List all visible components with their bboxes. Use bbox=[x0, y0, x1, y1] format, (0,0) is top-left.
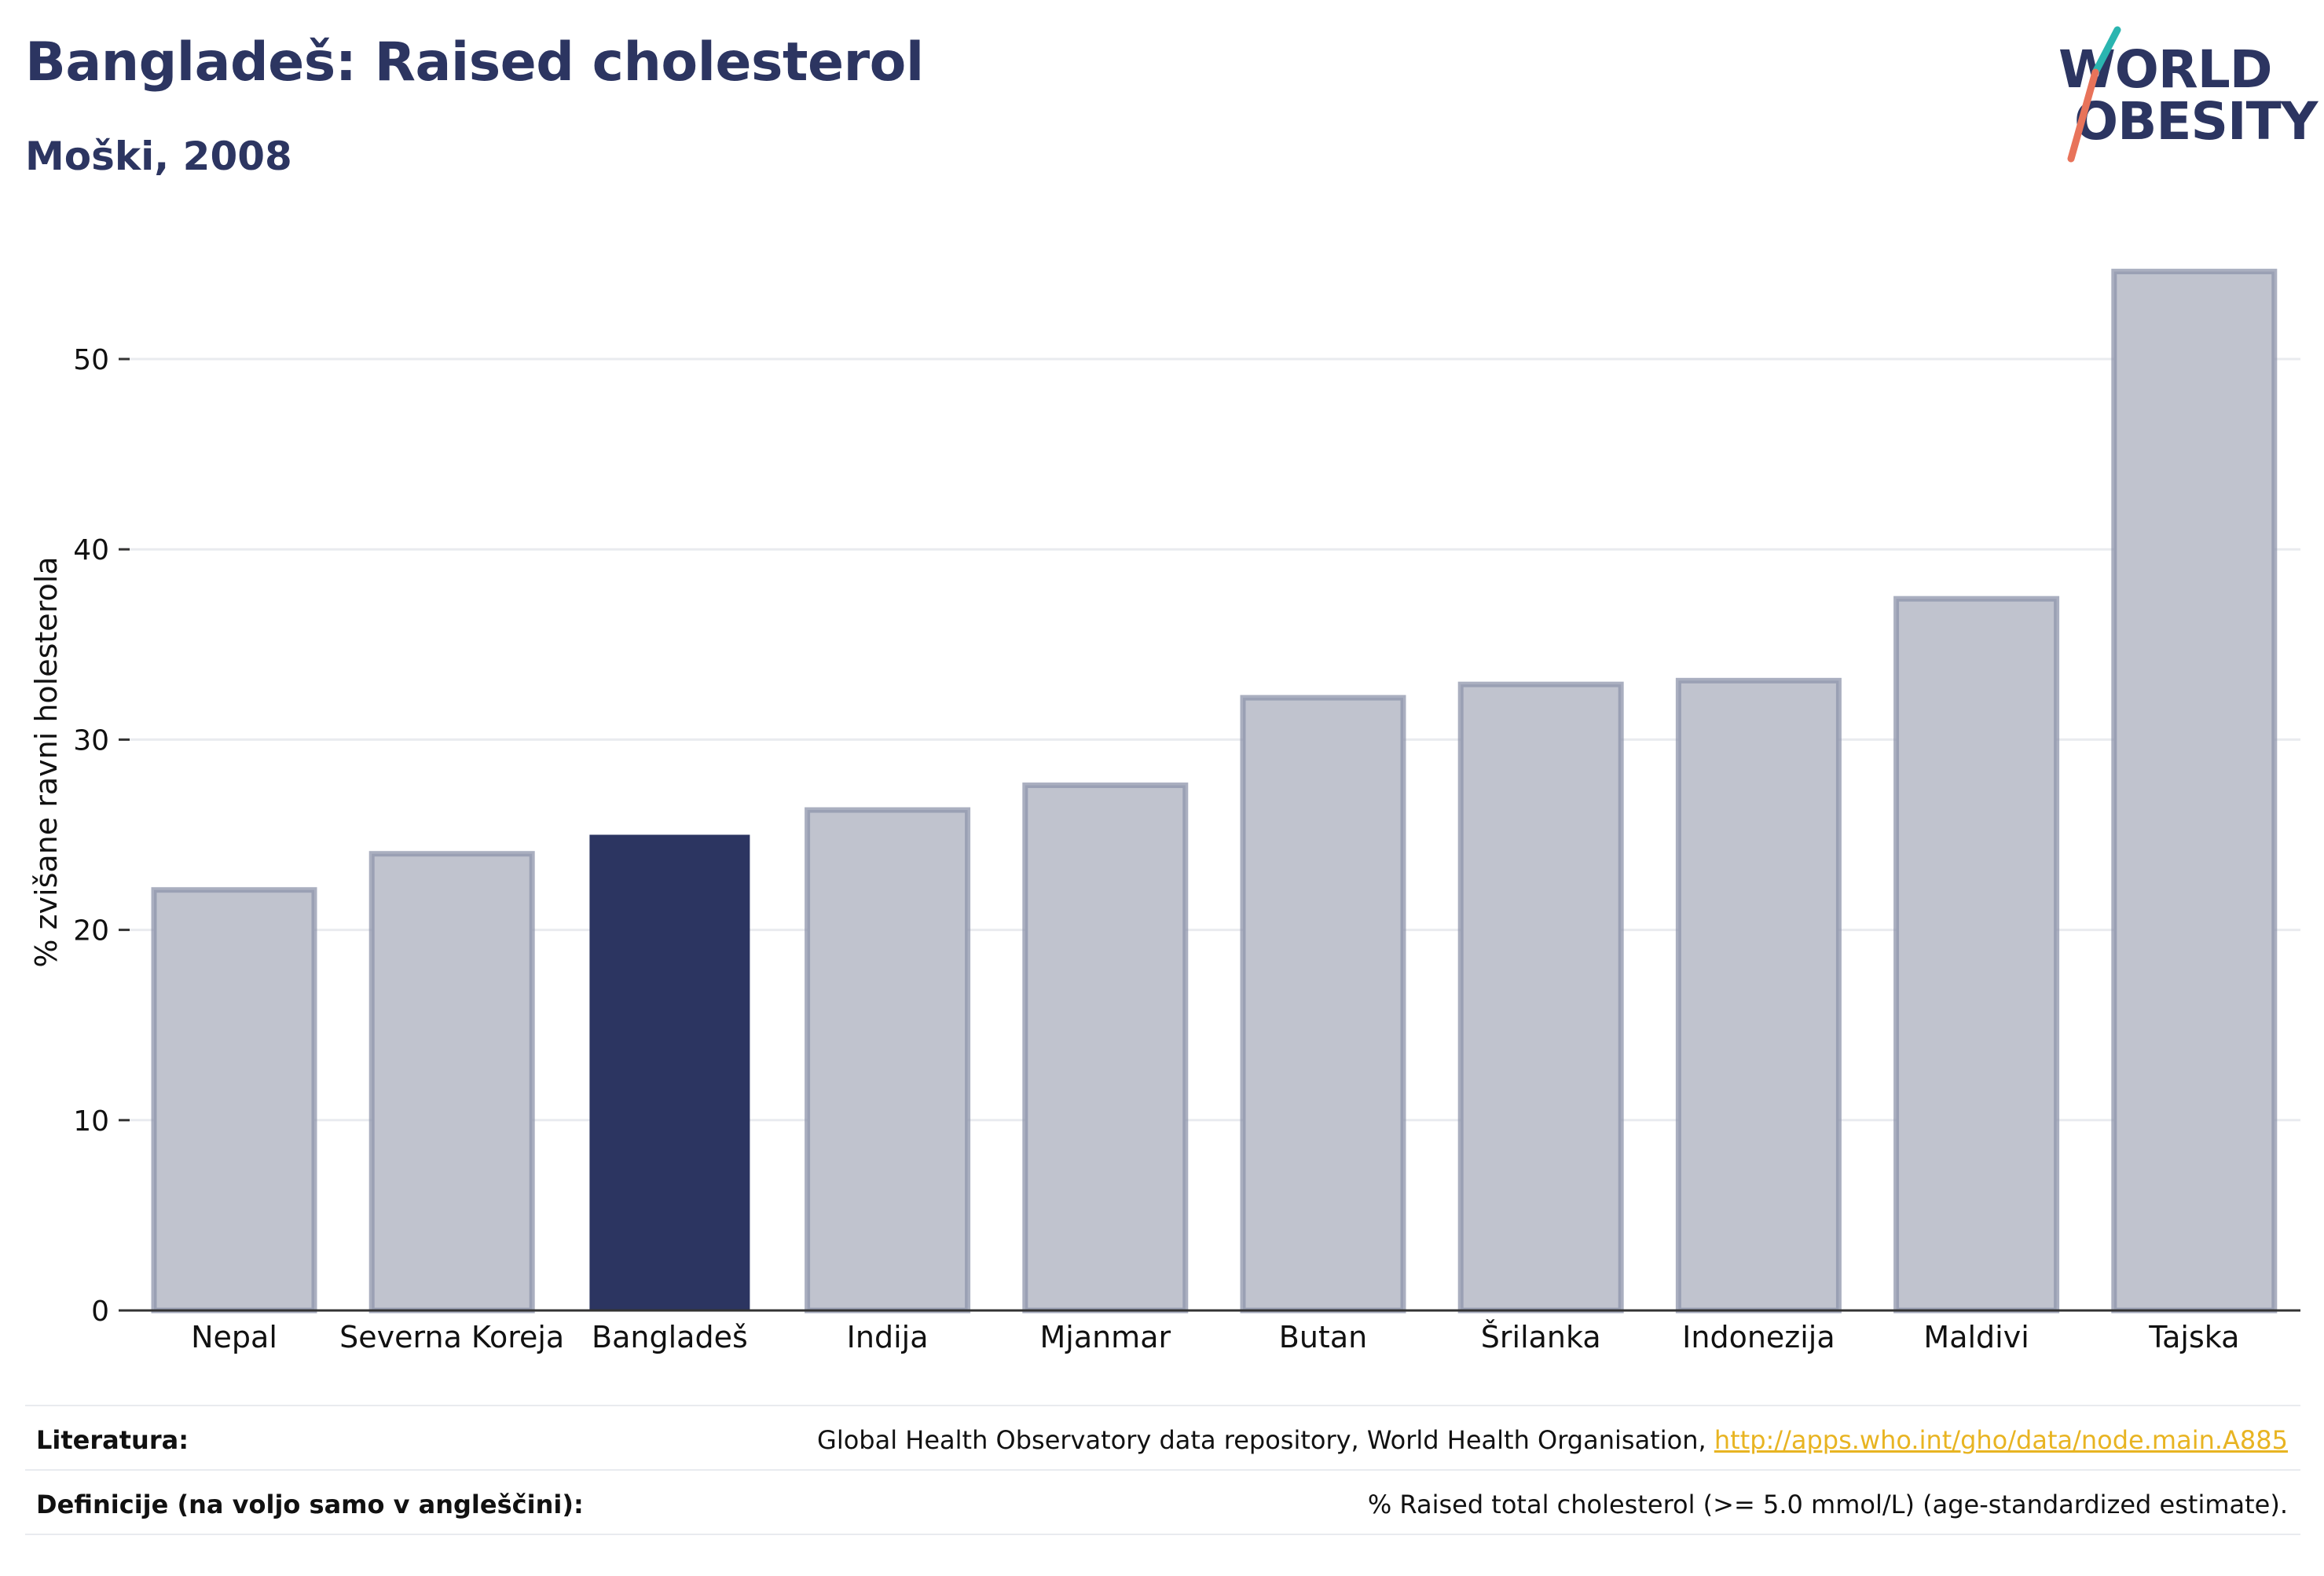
source-label: Literatura: bbox=[36, 1425, 189, 1455]
y-tick-label: 40 bbox=[73, 534, 109, 566]
x-tick-label: Severna Koreja bbox=[339, 1320, 564, 1354]
x-tick-label: Mjanmar bbox=[1039, 1320, 1171, 1354]
definition-text: % Raised total cholesterol (>= 5.0 mmol/… bbox=[1367, 1490, 2288, 1519]
x-tick-label: Šrilanka bbox=[1481, 1320, 1601, 1354]
page-subtitle: Moški, 2008 bbox=[25, 134, 292, 179]
definition-label: Definicije (na voljo samo v angleščini): bbox=[36, 1490, 584, 1519]
y-tick-label: 0 bbox=[91, 1296, 109, 1328]
y-tick-label: 30 bbox=[73, 724, 109, 757]
bar-4 bbox=[805, 807, 971, 1314]
x-tick-label: Tajska bbox=[2148, 1320, 2239, 1354]
source-description: Global Health Observatory data repositor… bbox=[817, 1425, 1714, 1455]
y-tick-label: 10 bbox=[73, 1105, 109, 1138]
axes: 0 10 20 30 40 50 Nepal Severna Koreja Bangladeš I… bbox=[73, 344, 2300, 1354]
footer-divider bbox=[25, 1534, 2300, 1535]
bar-9 bbox=[1893, 596, 2060, 1314]
x-tick-label: Indija bbox=[847, 1320, 929, 1354]
x-tick-label: Indonezija bbox=[1682, 1320, 1835, 1354]
y-tick-label: 50 bbox=[73, 344, 109, 376]
world-obesity-logo: WORLD OBESITY bbox=[2043, 24, 2318, 165]
bar-7 bbox=[1457, 681, 1624, 1314]
bars bbox=[151, 269, 2278, 1314]
x-tick-label: Nepal bbox=[191, 1320, 277, 1354]
footer-divider bbox=[25, 1405, 2300, 1406]
x-tick-label: Maldivi bbox=[1923, 1320, 2029, 1354]
y-axis-label: % zvišane ravni holesterola bbox=[29, 556, 64, 967]
logo-line-2: OBESITY bbox=[2074, 91, 2318, 152]
source-text: Global Health Observatory data repositor… bbox=[817, 1425, 2288, 1455]
page-title: Bangladeš: Raised cholesterol bbox=[25, 31, 924, 93]
bar-1 bbox=[151, 887, 317, 1314]
bar-5 bbox=[1022, 783, 1189, 1314]
bar-10 bbox=[2111, 269, 2278, 1314]
source-link[interactable]: http://apps.who.int/gho/data/node.main.A… bbox=[1714, 1425, 2288, 1455]
bar-2 bbox=[368, 851, 535, 1314]
bar-chart: 0 10 20 30 40 50 Nepal Severna Koreja Bangladeš I… bbox=[29, 269, 2300, 1354]
y-tick-label: 20 bbox=[73, 915, 109, 947]
bar-3 bbox=[589, 834, 750, 1310]
footer-divider bbox=[25, 1469, 2300, 1471]
x-tick-label: Bangladeš bbox=[592, 1320, 748, 1354]
logo-slash-icon bbox=[2067, 26, 2121, 163]
bar-6 bbox=[1240, 695, 1406, 1314]
bar-8 bbox=[1675, 677, 1842, 1314]
x-tick-label: Butan bbox=[1279, 1320, 1367, 1354]
